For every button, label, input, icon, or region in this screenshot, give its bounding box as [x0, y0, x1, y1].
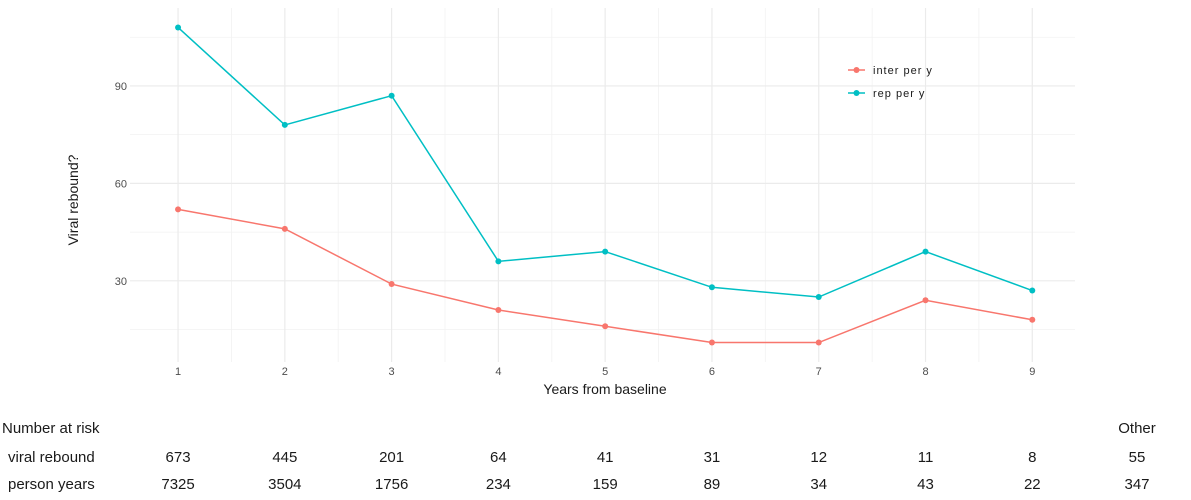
legend: inter per y rep per y [848, 65, 933, 100]
x-tick-label: 2 [282, 366, 288, 378]
risk-cell: 11 [917, 449, 934, 466]
data-point [708, 284, 715, 291]
risk-cell: 673 [165, 449, 191, 466]
risk-cell: 34 [810, 476, 828, 493]
x-tick-label: 8 [922, 366, 928, 378]
y-tick-label: 30 [115, 276, 127, 288]
data-point [602, 248, 609, 255]
x-axis-ticks: 1 2 3 4 5 6 7 8 9 [175, 366, 1035, 378]
series-group [175, 24, 1036, 346]
data-point [922, 297, 929, 304]
legend-item: inter per y [848, 65, 933, 77]
x-tick-label: 6 [709, 366, 715, 378]
risk-cell: 12 [810, 449, 828, 466]
legend-key-point [853, 67, 860, 73]
data-point [388, 281, 395, 288]
data-point [815, 294, 822, 301]
y-axis-ticks: 30 60 90 [115, 81, 127, 288]
risk-other-header: Other [1118, 420, 1156, 437]
grid-lines [130, 8, 1075, 362]
data-point [281, 121, 288, 128]
x-tick-label: 9 [1029, 366, 1035, 378]
risk-cell-other: 55 [1128, 449, 1146, 466]
x-tick-label: 7 [816, 366, 822, 378]
risk-cell: 201 [379, 449, 405, 466]
legend-label: rep per y [873, 88, 925, 100]
data-point [815, 339, 822, 346]
data-point [388, 92, 395, 99]
data-point [602, 323, 609, 330]
line-chart: 1 2 3 4 5 6 7 8 9 30 60 90 Years from baseline Vir… [65, 8, 1075, 397]
x-tick-label: 4 [495, 366, 501, 378]
risk-row-label: person years [8, 476, 95, 493]
risk-cell: 64 [490, 449, 507, 466]
data-point [495, 258, 502, 265]
data-point [495, 307, 502, 314]
x-axis-title: Years from baseline [543, 381, 666, 397]
risk-cell: 41 [596, 449, 614, 466]
y-tick-label: 90 [115, 81, 127, 93]
data-point [922, 248, 929, 255]
legend-item: rep per y [848, 88, 925, 100]
risk-cell: 445 [272, 449, 298, 466]
risk-table-title: Number at risk [2, 420, 100, 437]
risk-cell: 234 [485, 476, 511, 493]
y-tick-label: 60 [115, 178, 127, 190]
legend-key-point [853, 90, 860, 96]
risk-cell: 22 [1023, 476, 1041, 493]
risk-cell: 7325 [161, 476, 195, 493]
x-tick-label: 3 [389, 366, 395, 378]
risk-row-label: viral rebound [8, 449, 95, 466]
data-point [175, 24, 182, 31]
y-axis-title: Viral rebound? [65, 154, 81, 245]
x-tick-label: 5 [602, 366, 608, 378]
data-point [708, 339, 715, 346]
risk-cell: 8 [1028, 449, 1037, 466]
legend-label: inter per y [873, 65, 933, 77]
risk-cell: 159 [592, 476, 618, 493]
risk-cell-other: 347 [1124, 476, 1150, 493]
risk-cell: 1756 [374, 476, 409, 493]
risk-row-viral-rebound: viral rebound 673 445 201 64 41 31 12 11 8 55 [0, 449, 1191, 473]
risk-cell: 3504 [268, 476, 302, 493]
series-rep-per-y [175, 24, 1036, 301]
risk-cell: 89 [703, 476, 721, 493]
data-point [1029, 287, 1036, 294]
data-point [175, 206, 182, 213]
data-point [281, 225, 288, 232]
risk-cell: 43 [917, 476, 934, 493]
x-tick-label: 1 [175, 366, 181, 378]
data-point [1029, 316, 1036, 323]
series-inter-per-y [175, 206, 1036, 346]
risk-header-row: Number at risk Other [0, 420, 1191, 444]
risk-cell: 31 [703, 449, 721, 466]
risk-row-person-years: person years 7325 3504 1756 234 159 89 34 43 22 3… [0, 476, 1191, 500]
